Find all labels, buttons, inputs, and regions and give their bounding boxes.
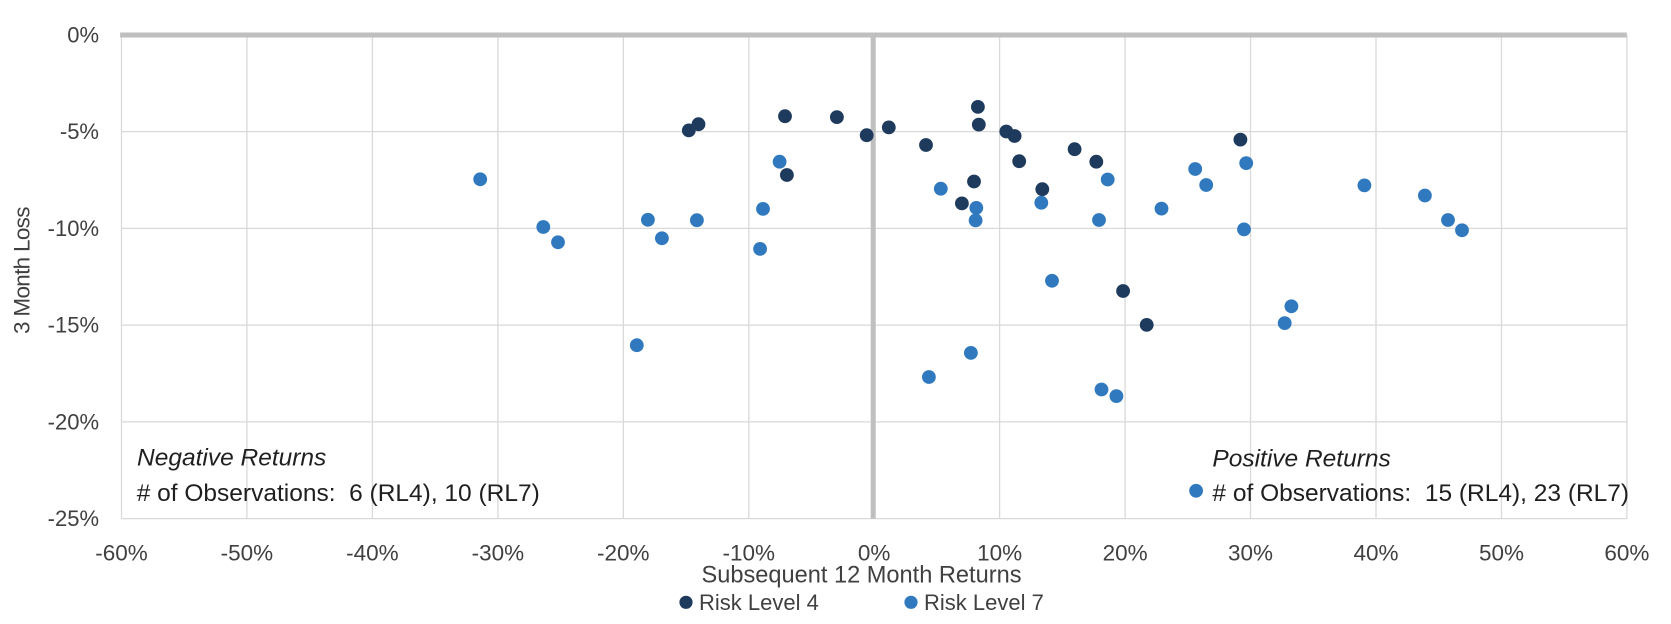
svg-text:Risk Level 4: Risk Level 4 (699, 590, 819, 615)
svg-text:# of Observations: 6 (RL4), 1: # of Observations: 6 (RL4), 10 (RL7) (137, 480, 540, 507)
svg-text:30%: 30% (1228, 540, 1273, 565)
svg-text:50%: 50% (1479, 540, 1524, 565)
svg-text:60%: 60% (1604, 540, 1649, 565)
svg-text:0%: 0% (858, 540, 891, 565)
svg-text:-60%: -60% (95, 540, 148, 565)
svg-text:40%: 40% (1353, 540, 1398, 565)
svg-text:-50%: -50% (221, 540, 274, 565)
svg-text:0%: 0% (67, 22, 99, 47)
svg-text:Subsequent 12 Month Returns: Subsequent 12 Month Returns (701, 563, 1021, 589)
svg-text:# of Observations: 15 (RL4),: # of Observations: 15 (RL4), 23 (RL7) (1212, 480, 1629, 507)
svg-text:Positive Returns: Positive Returns (1212, 446, 1390, 473)
svg-text:20%: 20% (1103, 540, 1148, 565)
svg-text:-10%: -10% (723, 540, 776, 565)
svg-text:-10%: -10% (48, 216, 99, 241)
svg-text:3 Month Loss: 3 Month Loss (10, 207, 35, 334)
svg-text:-5%: -5% (60, 119, 99, 144)
svg-text:-15%: -15% (48, 313, 99, 338)
svg-text:-40%: -40% (346, 540, 399, 565)
svg-text:-20%: -20% (597, 540, 650, 565)
svg-text:Risk Level 7: Risk Level 7 (924, 590, 1044, 615)
svg-text:10%: 10% (977, 540, 1022, 565)
svg-text:-25%: -25% (48, 506, 99, 531)
svg-text:-20%: -20% (48, 409, 99, 434)
svg-text:-30%: -30% (472, 540, 525, 565)
svg-text:Negative Returns: Negative Returns (137, 445, 326, 472)
